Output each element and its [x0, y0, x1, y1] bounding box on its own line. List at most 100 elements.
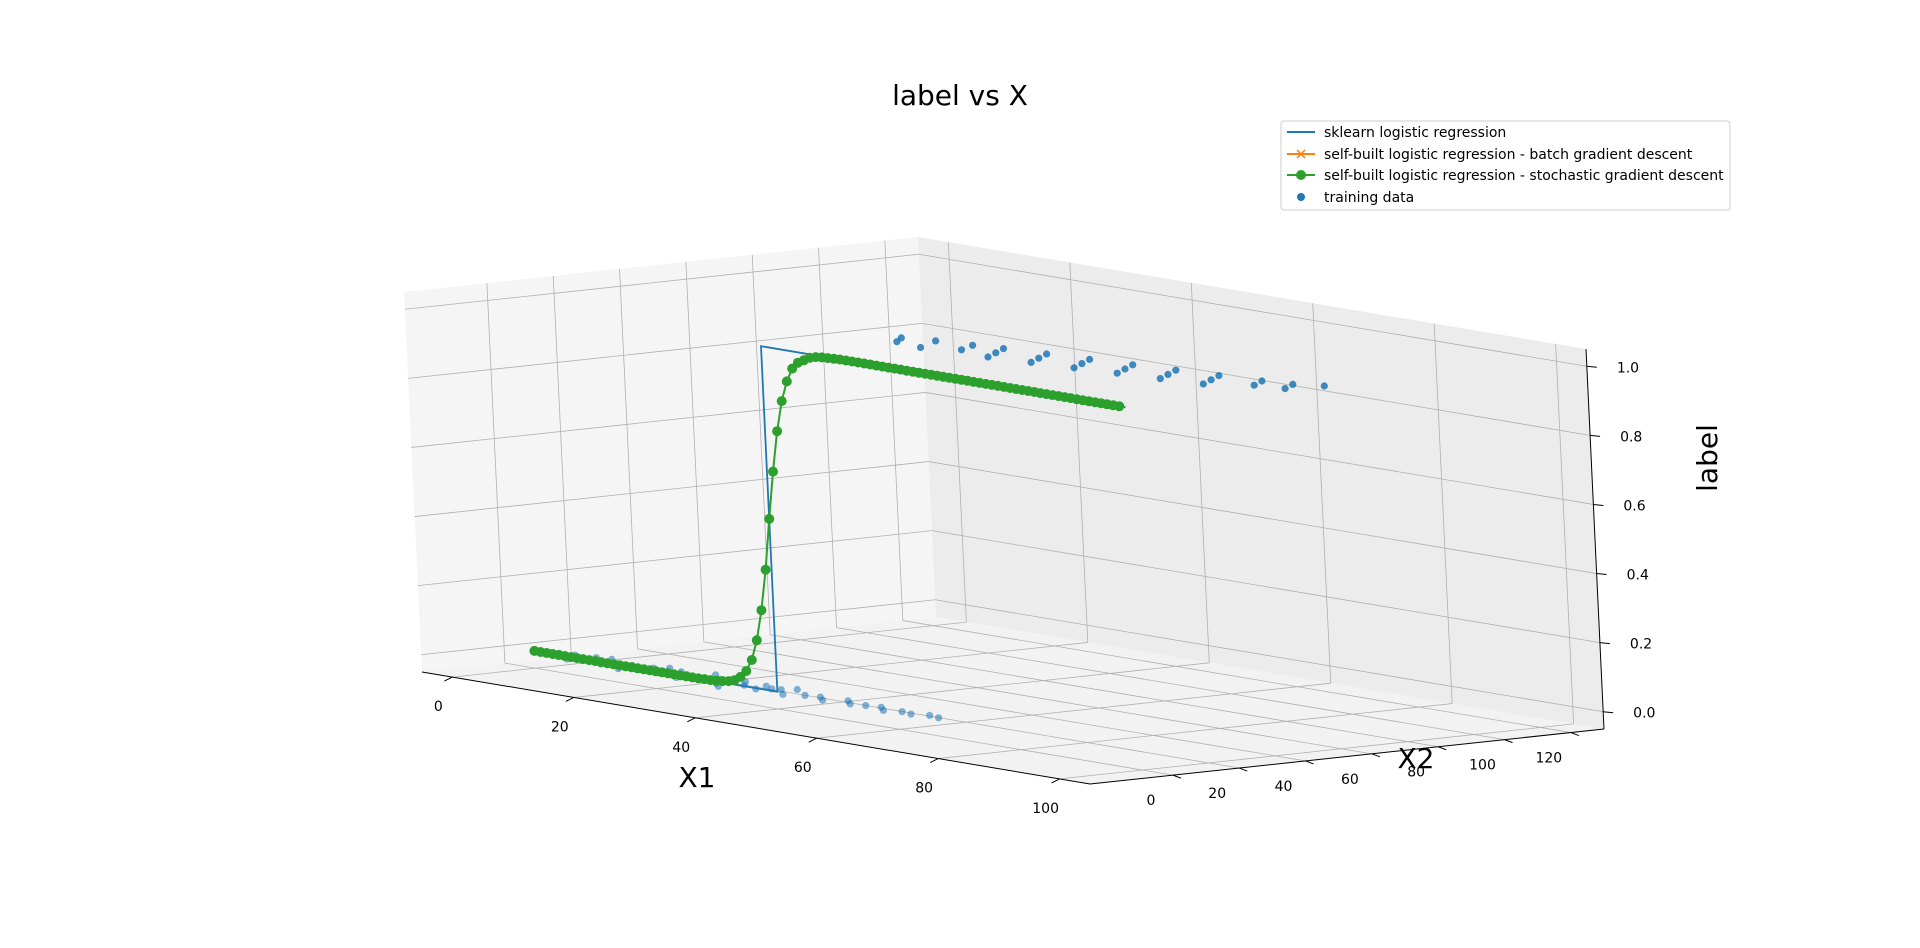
grid-left-y: [552, 276, 572, 657]
y-tick: [1172, 774, 1182, 779]
grid-left-y: [619, 268, 638, 649]
legend-box: [1280, 120, 1731, 211]
training-data-point: [907, 710, 915, 718]
grid-back-z: [928, 461, 1597, 574]
y-tick: [1570, 732, 1580, 737]
y-tick: [1371, 753, 1381, 758]
y-tick: [1305, 760, 1314, 765]
z-tick-label: 0.0: [1633, 706, 1655, 722]
training-data-point: [1215, 372, 1223, 380]
x-tick: [565, 697, 575, 702]
grid-left-y: [818, 247, 837, 628]
z-tick-label: 0.6: [1623, 498, 1645, 514]
sgd-marker: [772, 426, 783, 437]
z-axis-line: [1585, 348, 1605, 730]
grid-floor-x: [573, 642, 1088, 698]
training-data-point: [999, 345, 1008, 353]
training-data-point: [1027, 358, 1035, 366]
x-tick: [808, 737, 817, 743]
training-data-point: [779, 690, 787, 699]
x-tick-label: 60: [794, 760, 812, 776]
x-axis-line: [421, 671, 1091, 785]
y-tick-label: 80: [1407, 765, 1425, 781]
z-tick-label: 1.0: [1617, 360, 1639, 376]
z-tick: [1596, 573, 1607, 576]
training-data-point: [1320, 382, 1328, 390]
grid-back-z: [922, 322, 1591, 436]
training-data-point: [1156, 375, 1164, 383]
grid-back-z: [931, 530, 1600, 644]
grid-back-z: [918, 253, 1587, 367]
sgd-marker: [781, 376, 792, 387]
grid-back-z: [935, 599, 1604, 713]
z-axis-label: label: [1691, 424, 1724, 492]
z-tick-label: 0.8: [1620, 429, 1642, 445]
legend-marker-batch: [1296, 149, 1306, 159]
x-tick: [444, 676, 453, 682]
training-data-point: [1289, 380, 1297, 388]
sgd-marker: [751, 635, 762, 646]
x-tick: [929, 758, 939, 763]
training-data-point: [1258, 377, 1266, 385]
training-data-point: [762, 682, 770, 690]
sgd-marker: [741, 666, 752, 676]
grid-lines: [404, 240, 1604, 780]
y-tick: [1438, 746, 1447, 751]
z-tick: [1603, 711, 1614, 714]
x-tick-label: 80: [915, 781, 933, 797]
y-tick: [1239, 767, 1248, 772]
grid-left-z: [414, 461, 929, 517]
grid-back-x: [1069, 262, 1089, 643]
grid-floor-x: [695, 662, 1210, 719]
sgd-marker: [776, 396, 787, 407]
y-tick: [1504, 739, 1513, 744]
y-tick-label: 40: [1275, 779, 1293, 795]
z-tick: [1593, 503, 1604, 506]
x-tick-label: 40: [672, 740, 690, 756]
grid-back-x: [1312, 303, 1332, 684]
training-data-point: [862, 702, 870, 710]
training-data-point: [801, 691, 809, 700]
training-data-point: [793, 685, 801, 694]
training-data-point: [1250, 381, 1258, 389]
training-data-point: [819, 696, 827, 704]
x-tick: [1051, 778, 1060, 784]
training-data-point: [935, 714, 943, 722]
training-data-point: [879, 706, 888, 715]
y-tick-label: 60: [1341, 772, 1359, 788]
axis-lines: [421, 348, 1605, 785]
sgd-marker: [768, 466, 778, 477]
grid-floor-x: [1059, 723, 1574, 780]
training-data-point: [1199, 380, 1207, 388]
series-markers: [529, 352, 1125, 687]
grid-left-y: [884, 240, 904, 621]
y-tick-label: 0: [1146, 793, 1155, 809]
x-axis-label: X1: [679, 761, 716, 794]
grid-left-z: [417, 530, 932, 587]
training-data-point: [846, 700, 854, 708]
training-data-point: [1164, 370, 1172, 378]
training-data-point: [932, 337, 940, 345]
training-data-point: [969, 341, 977, 349]
z-tick-label: 0.4: [1627, 568, 1649, 584]
tick-labels: 0 20 40 60 80 100 0 20 40 60 80 100 120 0.0 0.2 0.4 0.6 0…: [434, 360, 1656, 817]
z-tick: [1590, 434, 1601, 437]
legend-label-sgd: self-built logistic regression - stochas…: [1324, 168, 1724, 184]
training-data-point: [1207, 376, 1215, 384]
y-tick-label: 20: [1208, 786, 1226, 802]
legend-marker-training: [1297, 193, 1305, 201]
grid-floor-y: [504, 662, 1173, 776]
training-data-point: [893, 338, 901, 346]
training-data-point: [926, 711, 934, 720]
z-tick: [1599, 642, 1610, 645]
grid-floor-x: [938, 703, 1453, 759]
grid-left-y: [486, 283, 506, 664]
sgd-marker: [1114, 401, 1125, 412]
training-data-point: [1086, 355, 1094, 363]
grid-floor-y: [836, 627, 1505, 741]
grid-left-z: [408, 322, 923, 379]
x-tick-label: 100: [1032, 801, 1059, 817]
x-tick-label: 0: [434, 699, 443, 715]
sgd-marker: [764, 513, 775, 524]
